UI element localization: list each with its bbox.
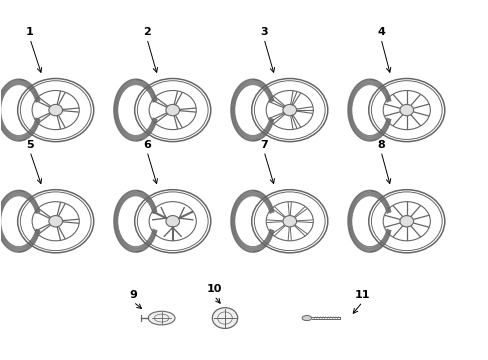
Ellipse shape [49,216,62,227]
Text: 5: 5 [26,140,34,150]
Text: 2: 2 [143,27,150,37]
Text: 10: 10 [206,284,222,294]
Ellipse shape [165,216,179,227]
Ellipse shape [283,216,296,227]
Ellipse shape [399,104,413,116]
Ellipse shape [302,316,311,320]
Text: 6: 6 [143,140,151,150]
Text: 9: 9 [129,291,137,301]
Ellipse shape [212,308,237,328]
Text: 1: 1 [26,27,34,37]
Text: 7: 7 [260,140,267,150]
Text: 11: 11 [354,291,369,301]
Text: 4: 4 [376,27,384,37]
Ellipse shape [148,311,175,325]
Ellipse shape [165,104,179,116]
Ellipse shape [399,216,413,227]
Ellipse shape [283,104,296,116]
Text: 3: 3 [260,27,267,37]
Ellipse shape [49,104,62,116]
Text: 8: 8 [376,140,384,150]
